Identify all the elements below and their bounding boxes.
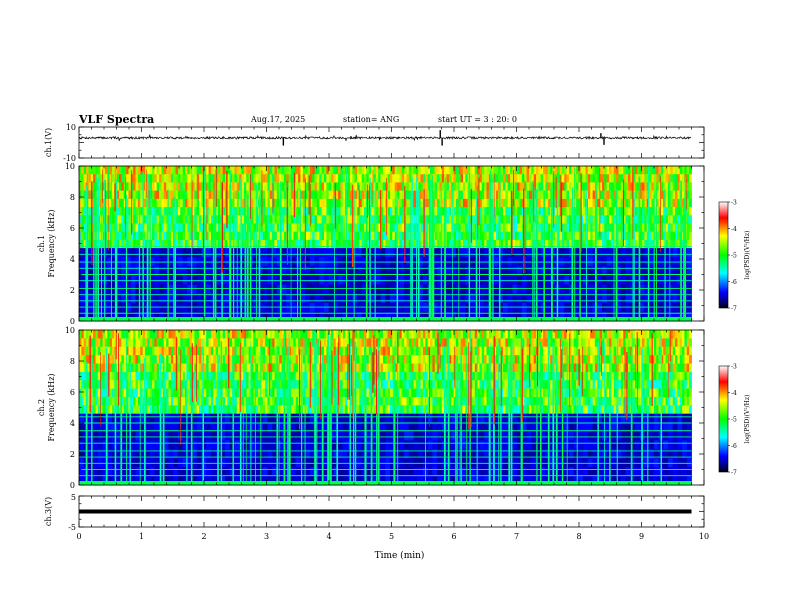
- freq-tick-label: 6: [70, 388, 75, 397]
- x-tick-label: 4: [326, 532, 331, 541]
- ch3-ytick: 5: [71, 493, 76, 502]
- freq-tick-label: 10: [65, 162, 75, 171]
- colorbar-label: log(PSD)(V²/Hz): [744, 231, 751, 280]
- x-tick-label: 7: [514, 532, 519, 541]
- ch1-ytick: -10: [63, 154, 76, 163]
- x-tick-label: 2: [201, 532, 206, 541]
- ch1-ytick: 10: [66, 123, 76, 132]
- freq-tick-label: 8: [70, 357, 75, 366]
- freq-tick-label: 2: [70, 450, 75, 459]
- ch3-ylabel: ch.3(V): [44, 497, 53, 526]
- colorbar: [718, 365, 729, 473]
- freq-tick-label: 8: [70, 193, 75, 202]
- start-ut-label: start UT = 3 : 20: 0: [438, 115, 517, 124]
- frequency-axis-label: Frequency (kHz): [47, 209, 56, 277]
- x-tick-label: 1: [139, 532, 144, 541]
- freq-tick-label: 4: [70, 255, 75, 264]
- x-tick-label: 10: [699, 532, 709, 541]
- figure-title: VLF Spectra: [79, 113, 155, 126]
- x-tick-label: 5: [389, 532, 394, 541]
- frequency-axis-label: Frequency (kHz): [47, 373, 56, 441]
- colorbar-tick-label: -5: [731, 253, 737, 260]
- freq-tick-label: 0: [70, 481, 75, 490]
- colorbar-tick-label: -7: [731, 306, 737, 313]
- spectrogram-channel-label: ch.2: [37, 399, 46, 416]
- x-tick-label: 0: [76, 532, 81, 541]
- colorbar-tick-label: -3: [731, 364, 737, 371]
- freq-tick-label: 4: [70, 419, 75, 428]
- ch1-waveform-line: [78, 134, 692, 141]
- x-tick-label: 3: [264, 532, 269, 541]
- freq-tick-label: 10: [65, 326, 75, 335]
- colorbar-tick-label: -3: [731, 200, 737, 207]
- x-tick-label: 6: [451, 532, 456, 541]
- spectrogram-ch2: [79, 330, 692, 486]
- colorbar-tick-label: -4: [731, 226, 737, 233]
- spectrogram-ch1: [79, 166, 692, 322]
- colorbar-tick-label: -4: [731, 390, 737, 397]
- colorbar: [718, 201, 729, 309]
- spectrogram-channel-label: ch.1: [37, 235, 46, 252]
- x-tick-label: 8: [576, 532, 581, 541]
- colorbar-tick-label: -7: [731, 470, 737, 477]
- colorbar-label: log(PSD)(V²/Hz): [744, 395, 751, 444]
- station-label: station= ANG: [343, 115, 400, 124]
- x-tick-label: 9: [639, 532, 644, 541]
- date-label: Aug.17, 2025: [251, 115, 306, 124]
- x-axis-label: Time (min): [375, 550, 425, 561]
- ch3-ytick: -5: [68, 523, 76, 532]
- freq-tick-label: 0: [70, 317, 75, 326]
- colorbar-tick-label: -6: [731, 443, 737, 450]
- ch1-ylabel: ch.1(V): [44, 128, 53, 157]
- freq-tick-label: 6: [70, 224, 75, 233]
- colorbar-tick-label: -6: [731, 279, 737, 286]
- colorbar-tick-label: -5: [731, 417, 737, 424]
- freq-tick-label: 2: [70, 286, 75, 295]
